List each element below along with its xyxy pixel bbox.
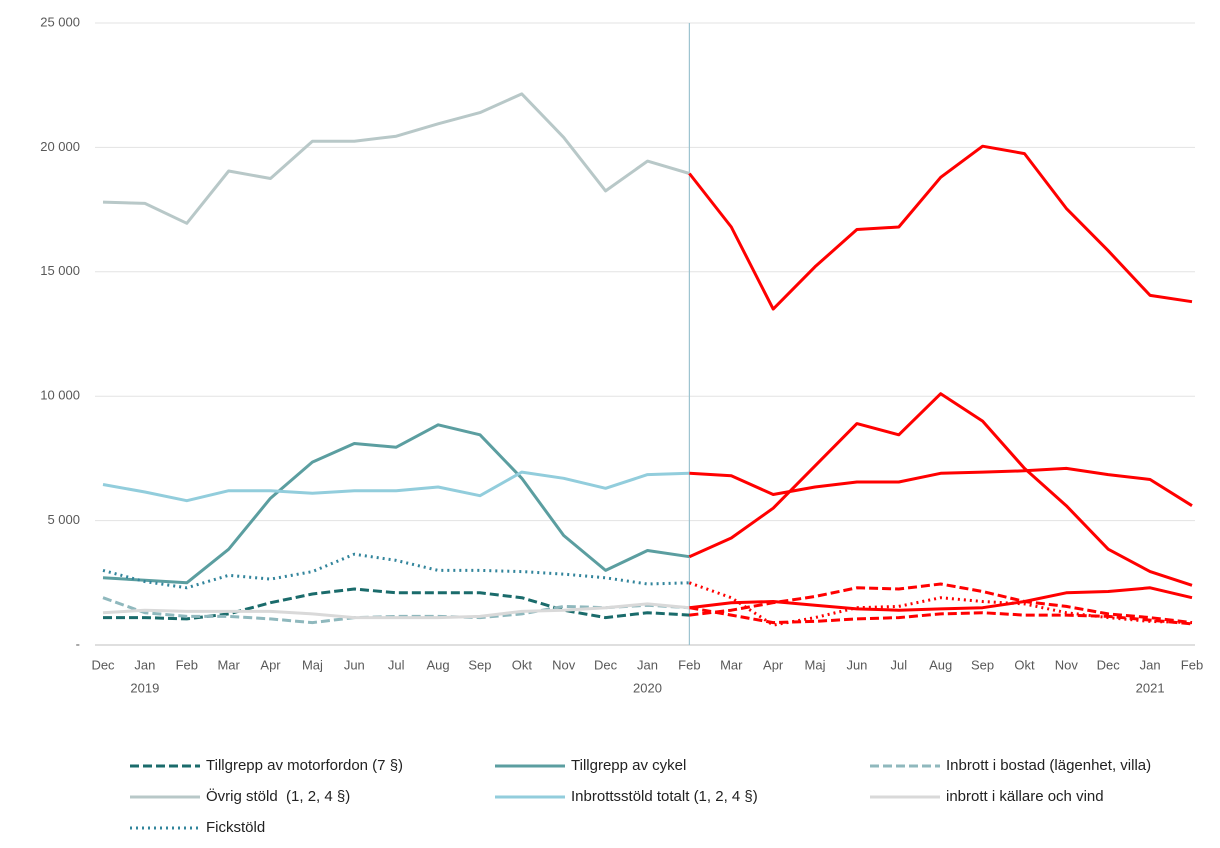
x-tick-label: Nov (1055, 657, 1079, 672)
y-tick-label: 25 000 (40, 14, 80, 29)
x-tick-label: Mar (720, 657, 743, 672)
series-line (102, 423, 690, 585)
x-tick-label: Maj (805, 657, 826, 672)
series-line (689, 466, 1193, 507)
x-tick-label: Mar (217, 657, 240, 672)
x-tick-label: Jan (1140, 657, 1161, 672)
x-tick-label: Feb (1181, 657, 1203, 672)
x-tick-label: Jun (344, 657, 365, 672)
x-tick-label: Dec (594, 657, 618, 672)
series-line (688, 581, 1193, 627)
legend-label: Inbrott i bostad (lägenhet, villa) (946, 757, 1151, 774)
x-tick-label: Okt (1014, 657, 1035, 672)
x-tick-label: Okt (512, 657, 533, 672)
series-line (689, 586, 1193, 612)
series-line (102, 602, 690, 620)
legend-label: Inbrottsstöld totalt (1, 2, 4 §) (571, 788, 758, 805)
legend-label: Tillgrepp av motorfordon (7 §) (206, 757, 403, 774)
y-tick-label: 5 000 (47, 512, 80, 527)
x-tick-label: Feb (678, 657, 700, 672)
x-tick-label: Dec (91, 657, 115, 672)
year-label: 2020 (633, 680, 662, 695)
series-line (102, 552, 690, 590)
year-label: 2021 (1136, 680, 1165, 695)
x-tick-label: Apr (260, 657, 281, 672)
x-tick-label: Jun (846, 657, 867, 672)
x-tick-label: Aug (427, 657, 450, 672)
legend-label: Fickstöld (206, 819, 265, 836)
y-tick-label: - (76, 636, 80, 651)
x-tick-label: Aug (929, 657, 952, 672)
x-tick-label: Jul (388, 657, 405, 672)
series-line (688, 144, 1193, 311)
y-tick-label: 20 000 (40, 139, 80, 154)
series-line (102, 92, 690, 225)
x-tick-label: Nov (552, 657, 576, 672)
series-line (688, 392, 1193, 587)
x-tick-label: Maj (302, 657, 323, 672)
legend-label: inbrott i källare och vind (946, 788, 1104, 805)
x-tick-label: Jan (134, 657, 155, 672)
y-tick-label: 10 000 (40, 388, 80, 403)
series-line (102, 470, 690, 503)
x-tick-label: Jan (637, 657, 658, 672)
x-tick-label: Sep (468, 657, 491, 672)
legend-label: Övrig stöld (1, 2, 4 §) (206, 787, 350, 805)
series-line (103, 587, 690, 621)
legend-label: Tillgrepp av cykel (571, 757, 686, 774)
x-tick-label: Apr (763, 657, 784, 672)
x-tick-label: Dec (1097, 657, 1121, 672)
y-tick-label: 15 000 (40, 263, 80, 278)
x-tick-label: Sep (971, 657, 994, 672)
x-tick-label: Jul (890, 657, 907, 672)
year-label: 2019 (130, 680, 159, 695)
x-tick-label: Feb (176, 657, 198, 672)
